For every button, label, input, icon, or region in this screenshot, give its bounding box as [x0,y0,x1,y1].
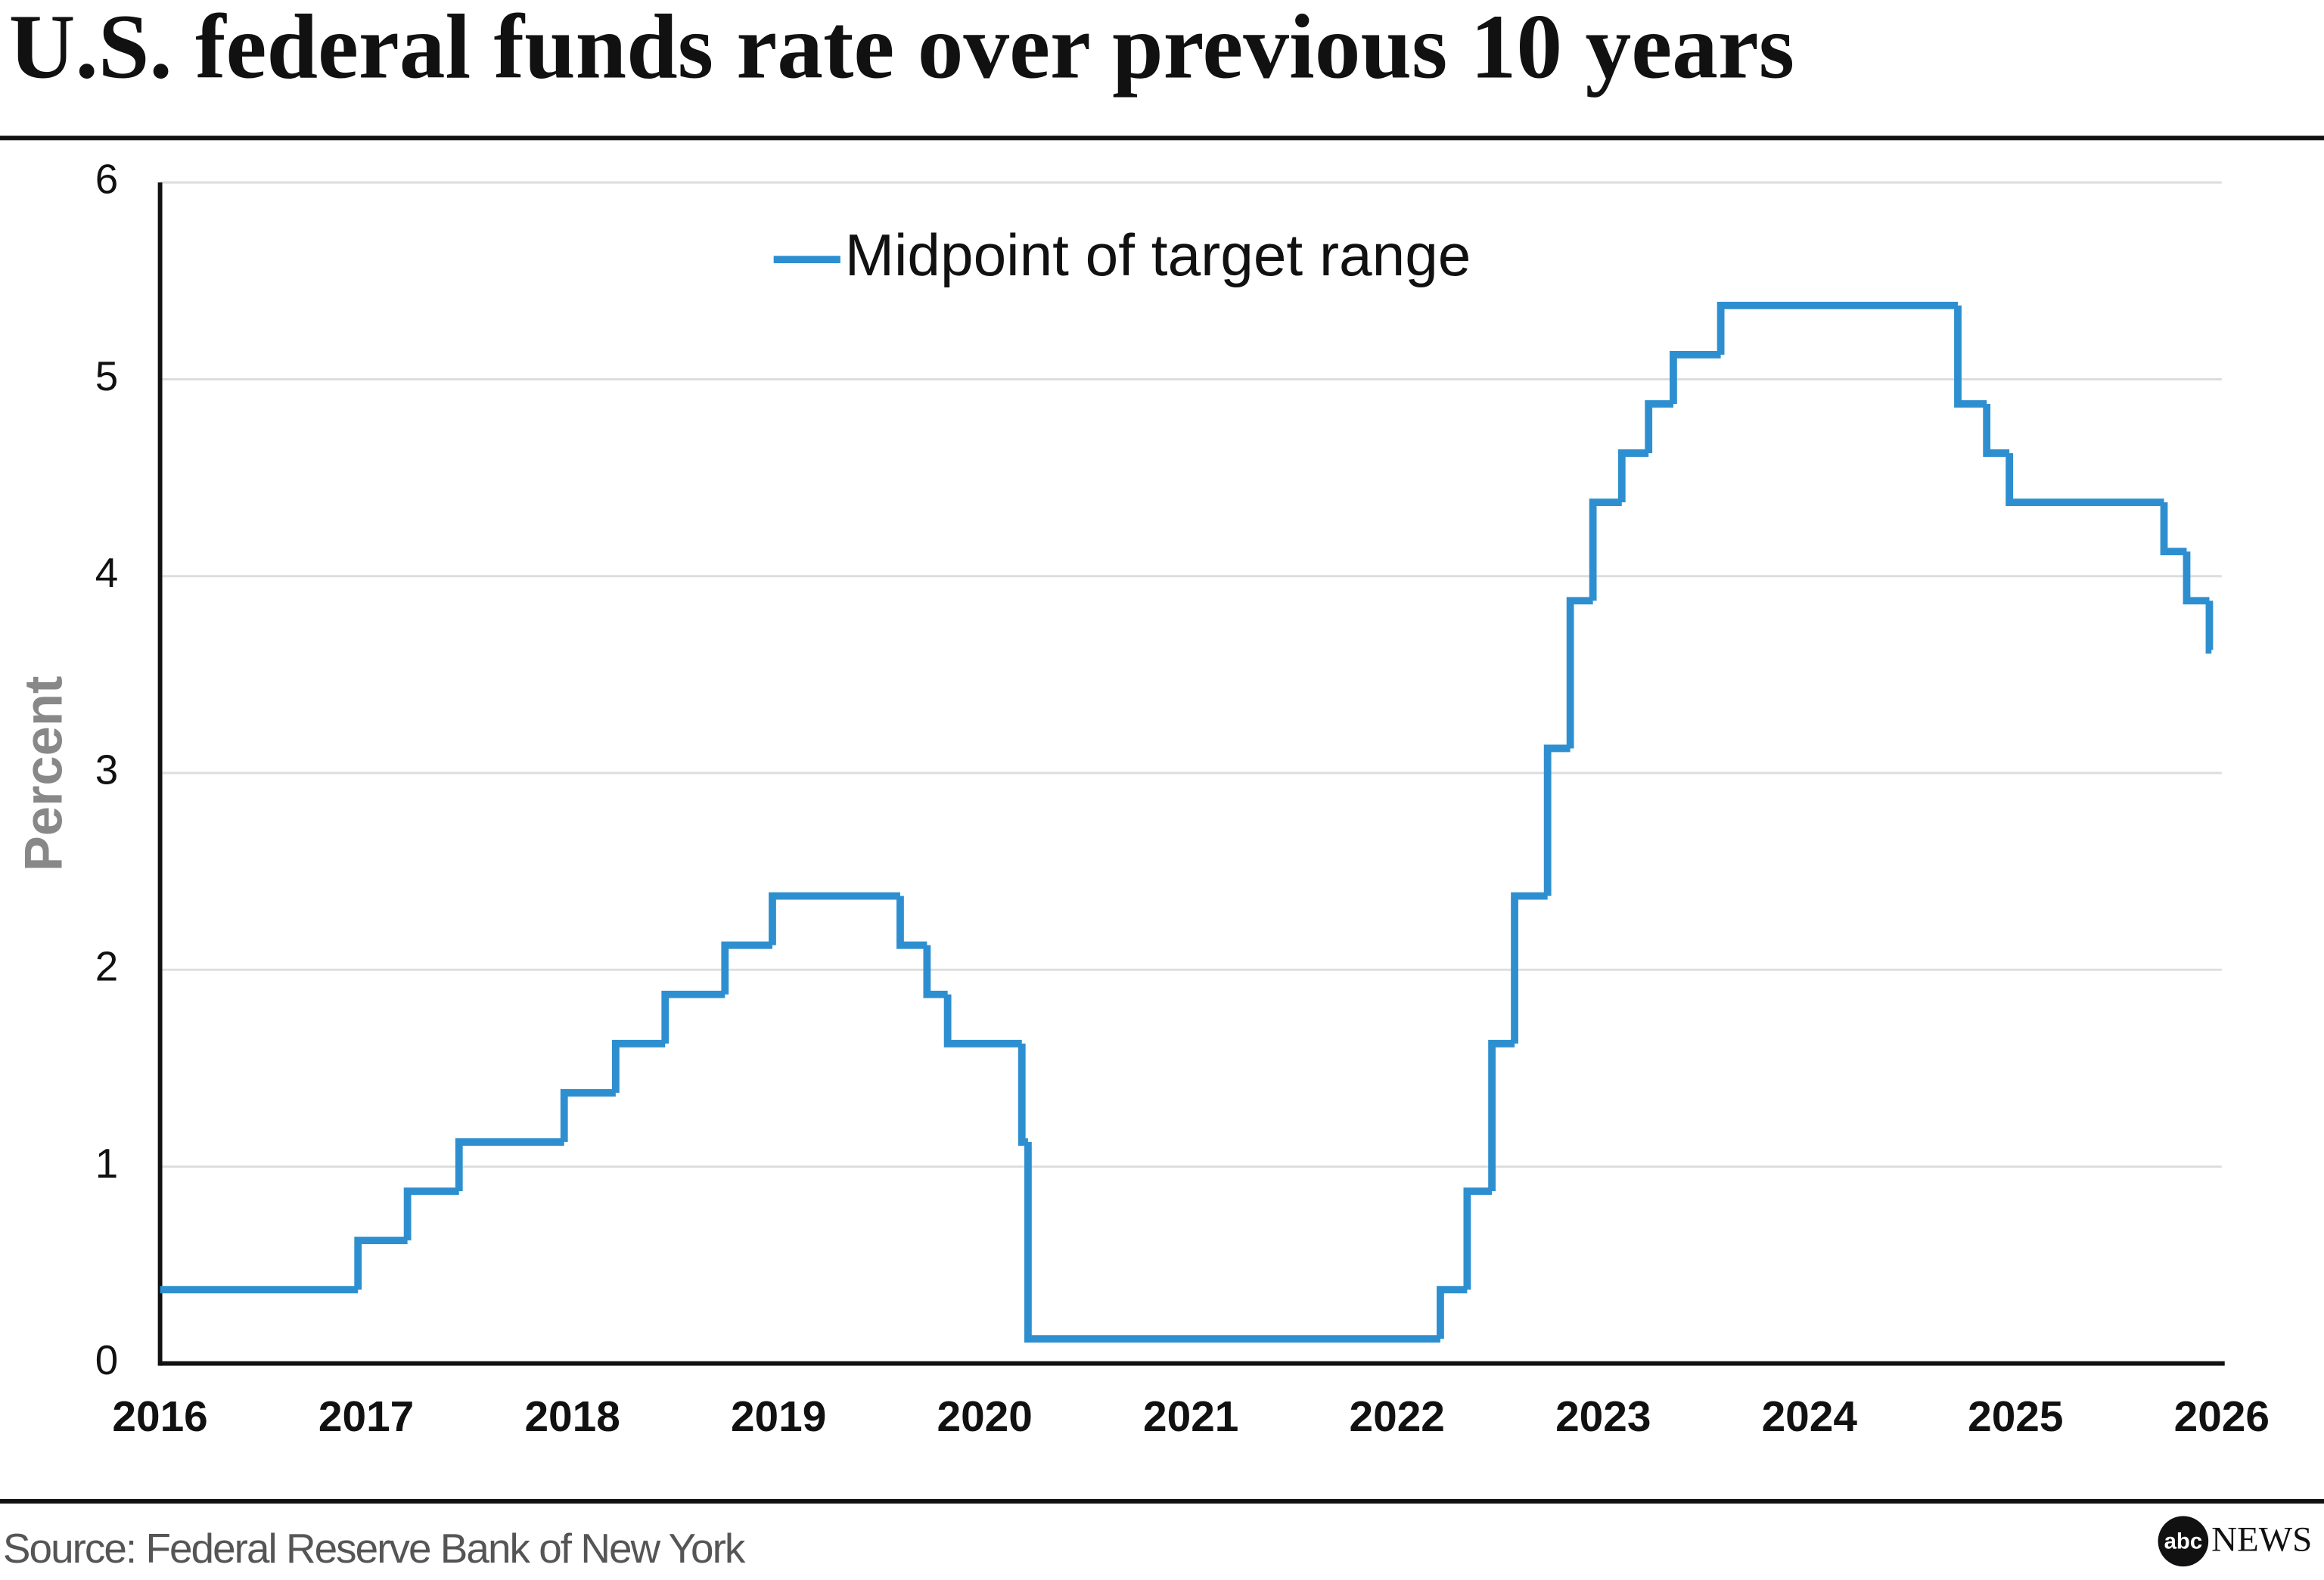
line-step [1566,597,1593,749]
line-step [560,1088,616,1142]
line-step [1645,400,1673,454]
y-tick-label: 5 [95,352,119,399]
x-tick-label: 2024 [1762,1393,1858,1441]
line-step [1617,449,1649,503]
line-step [2205,601,2214,654]
x-tick-label: 2023 [1555,1393,1651,1441]
line-step [611,1039,666,1093]
line-step [1954,305,1987,408]
line-step [661,990,725,1044]
x-tick-label: 2019 [731,1393,826,1441]
line-step [403,1187,459,1241]
x-tick-label: 2017 [318,1393,414,1441]
line-step [1024,1141,1440,1343]
logo-circle [2158,1516,2209,1567]
line-step [2160,502,2187,556]
line-step [1463,1187,1493,1290]
line-step [769,892,900,945]
y-tick-label: 6 [95,156,119,203]
logo-mark: abc [2164,1529,2203,1554]
line-step [1717,301,1958,355]
x-tick-label: 2020 [937,1393,1033,1441]
line-step [923,945,948,998]
legend-label: Midpoint of target range [845,222,1471,288]
line-step [1488,1039,1515,1191]
line-step [943,994,1022,1048]
source: Source: Federal Reserve Bank of New York [3,1525,746,1572]
line-step [1543,744,1571,896]
y-axis-label: Percent [13,676,73,872]
line-step [455,1138,564,1191]
line-step [896,896,927,949]
x-tick-label: 2022 [1350,1393,1445,1441]
y-tick-label: 1 [95,1140,119,1187]
x-tick-label: 2016 [112,1393,207,1441]
line-step [1983,404,2010,457]
logo-text: NEWS [2211,1520,2312,1560]
line-step [1018,1043,1028,1146]
y-tick-label: 4 [95,549,119,596]
y-tick-label: 2 [95,943,119,990]
y-tick-label: 0 [95,1336,119,1383]
line-step [2006,453,2164,507]
x-tick-label: 2026 [2174,1393,2270,1441]
line-step [721,941,772,995]
x-tick-label: 2025 [1968,1393,2063,1441]
chart-title: U.S. federal funds rate over previous 10… [9,0,1794,98]
line-step [2183,551,2210,605]
line-step [1589,498,1622,601]
line-step [354,1237,408,1290]
line-step [1670,351,1721,405]
line-step [1437,1286,1468,1339]
y-tick-label: 3 [95,746,119,793]
x-tick-label: 2018 [524,1393,620,1441]
line-step [1511,892,1548,1044]
x-tick-label: 2021 [1143,1393,1238,1441]
